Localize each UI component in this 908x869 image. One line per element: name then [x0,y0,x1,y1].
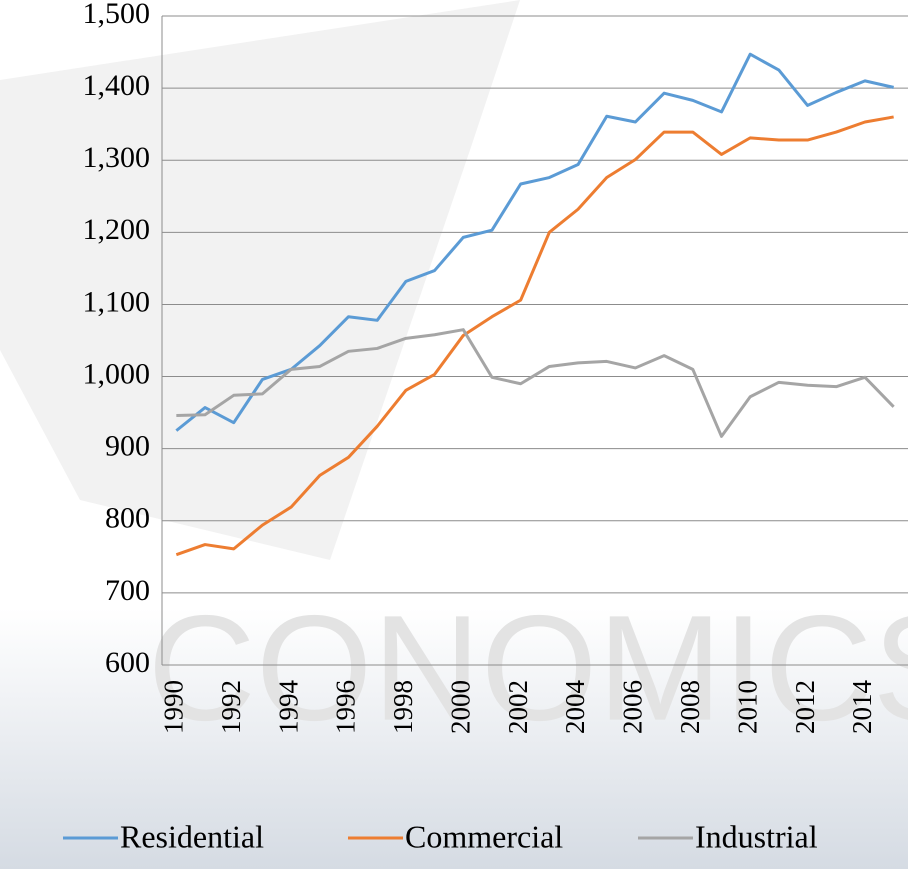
x-tick-label: 2004 [560,680,590,735]
watermark: CONOMICS [148,584,908,752]
x-tick-label: 2012 [790,680,820,734]
series-line [175,52,894,432]
legend-label: Industrial [695,818,818,854]
series-line [175,115,894,557]
legend-label: Residential [120,818,264,854]
y-tick-label: 1,100 [83,285,151,318]
y-tick-label: 700 [105,574,150,607]
y-tick-label: 1,000 [83,357,151,390]
x-tick-label: 1996 [331,680,361,734]
y-tick-label: 1,200 [83,213,151,246]
y-tick-label: 1,400 [83,69,151,102]
x-tick-label: 2014 [847,680,877,735]
x-tick-label: 1994 [273,680,303,735]
watermark-shape [0,0,520,560]
x-tick-label: 2010 [732,680,762,734]
x-tick-label: 2006 [618,680,648,734]
x-tick-label: 2002 [503,680,533,734]
x-tick-label: 1990 [159,680,189,734]
y-tick-label: 600 [105,646,150,679]
y-tick-label: 900 [105,430,150,463]
y-tick-label: 800 [105,502,150,535]
x-tick-label: 2008 [675,680,705,734]
x-tick-label: 1992 [216,680,246,734]
x-tick-label: 1998 [388,680,418,734]
y-tick-label: 1,300 [83,141,151,174]
series-line [176,328,895,438]
x-tick-label: 2000 [445,680,475,734]
y-tick-label: 1,500 [83,0,151,30]
legend-label: Commercial [405,818,563,854]
